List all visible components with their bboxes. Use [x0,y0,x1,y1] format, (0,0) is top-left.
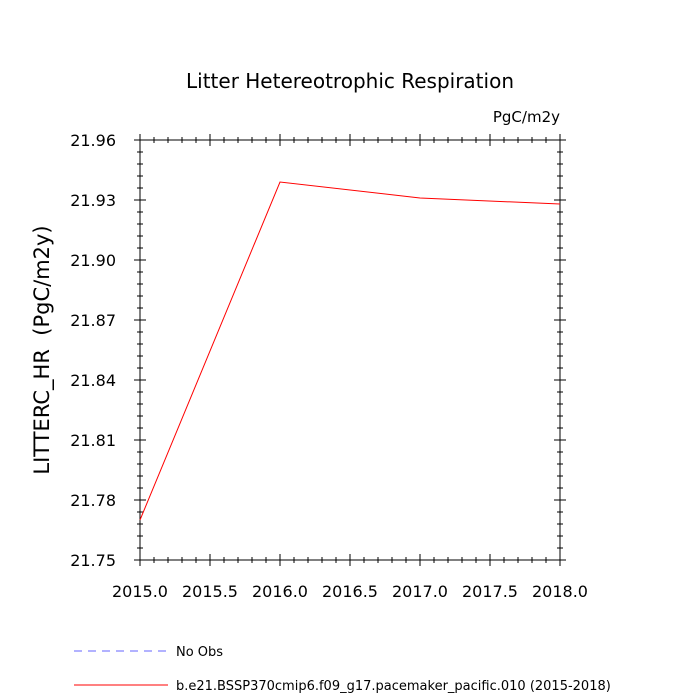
axis-ticks [134,134,566,566]
y-tick-label: 21.75 [70,551,116,570]
chart-title: Litter Hetereotrophic Respiration [186,69,514,93]
legend-label-model-run: b.e21.BSSP370cmip6.f09_g17.pacemaker_pac… [176,679,611,694]
axis-tick-labels: 2015.0 2015.5 2016.0 2016.5 2017.0 2017.5 2018… [70,131,588,601]
x-tick-label: 2018.0 [532,582,588,601]
plot-frame [139,139,561,561]
y-tick-label: 21.87 [70,311,116,330]
x-tick-label: 2016.0 [252,582,308,601]
legend-label-no-obs: No Obs [176,645,223,660]
x-tick-label: 2017.0 [392,582,448,601]
y-tick-label: 21.84 [70,371,116,390]
y-tick-label: 21.78 [70,491,116,510]
y-tick-label: 21.96 [70,131,116,150]
y-axis-label: LITTERC_HR (PgC/m2y) [30,225,55,474]
units-label: PgC/m2y [493,108,560,126]
y-tick-label: 21.93 [70,191,116,210]
x-tick-label: 2016.5 [322,582,378,601]
y-tick-label: 21.90 [70,251,116,270]
x-tick-label: 2015.0 [112,582,168,601]
series-line-1 [139,181,561,521]
legend: No Obs b.e21.BSSP370cmip6.f09_g17.pacema… [74,645,611,694]
x-tick-label: 2015.5 [182,582,238,601]
series-lines [139,181,561,521]
x-tick-label: 2017.5 [462,582,518,601]
y-tick-label: 21.81 [70,431,116,450]
